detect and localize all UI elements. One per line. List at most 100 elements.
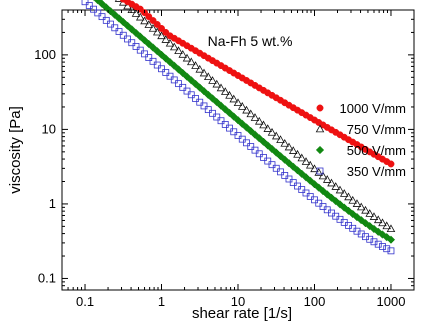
data-point (213, 113, 221, 121)
data-point (199, 87, 209, 96)
data-point (136, 46, 144, 54)
data-point (310, 164, 319, 173)
y-tick-label: 10 (42, 121, 56, 136)
data-point (230, 128, 238, 136)
data-point (272, 164, 280, 172)
data-point (158, 24, 165, 32)
data-point (127, 5, 137, 14)
data-point (242, 105, 251, 114)
data-point (187, 91, 195, 99)
data-point (153, 61, 161, 69)
data-point (161, 54, 170, 63)
data-point (344, 192, 353, 201)
data-point (246, 126, 255, 136)
data-point (158, 65, 165, 73)
data-point (365, 209, 375, 217)
data-point (131, 9, 141, 17)
data-point (387, 247, 395, 255)
tick-layer: 0.1 1 10 100 1000 0.1 1 10 100 (34, 10, 414, 309)
y-tick-label: 0.1 (38, 270, 56, 285)
data-point (149, 57, 157, 65)
data-point (212, 79, 222, 88)
data-point (209, 109, 216, 117)
data-point (226, 124, 233, 132)
data-point (221, 121, 229, 128)
data-point (225, 108, 234, 118)
data-point (301, 157, 311, 165)
data-point (179, 83, 187, 91)
data-point (335, 200, 345, 209)
data-point (297, 153, 307, 162)
data-point (366, 235, 374, 243)
y-tick-label: 1 (49, 196, 56, 211)
data-point (141, 50, 148, 58)
legend: 1000 V/mm 750 V/mm 500 V/mm 350 V/mm (315, 101, 406, 179)
data-point (208, 94, 217, 103)
legend-label: 500 V/mm (347, 143, 406, 158)
data-point (98, 13, 106, 21)
data-point (216, 83, 226, 92)
data-point (114, 0, 124, 2)
data-point (386, 224, 396, 233)
data-point (284, 159, 294, 168)
data-point (327, 193, 336, 202)
data-point (102, 16, 110, 24)
data-point (352, 212, 362, 222)
data-point (310, 180, 319, 189)
data-point (280, 138, 290, 147)
data-point (259, 137, 268, 146)
y-tick-label: 100 (34, 47, 56, 62)
data-point (144, 20, 154, 28)
data-point (267, 127, 277, 136)
data-point (250, 113, 260, 121)
data-point (233, 98, 243, 107)
data-point (144, 39, 153, 49)
data-point (234, 132, 242, 139)
data-point (225, 90, 234, 99)
y-axis-title: viscosity [Pa] (7, 106, 24, 194)
data-point (339, 189, 349, 197)
x-tick-label: 0.1 (76, 294, 94, 309)
data-point (293, 149, 302, 158)
data-point (140, 36, 149, 45)
data-point (199, 68, 209, 77)
data-point (298, 186, 306, 193)
data-point (379, 243, 386, 250)
data-point (263, 124, 273, 132)
data-point (191, 61, 200, 69)
data-point (387, 160, 395, 168)
data-point (119, 31, 127, 39)
data-point (276, 151, 285, 161)
data-point (132, 43, 140, 50)
data-point (378, 218, 387, 227)
data-point (327, 178, 336, 187)
data-point (152, 27, 162, 36)
data-point (255, 134, 264, 143)
data-point (123, 21, 132, 30)
data-point (196, 98, 204, 106)
data-point (157, 31, 166, 40)
data-point (124, 35, 131, 43)
data-point (246, 109, 256, 118)
data-point (127, 25, 136, 34)
data-point (149, 17, 157, 24)
data-point (204, 106, 212, 114)
data-point (182, 53, 192, 62)
data-point (238, 119, 247, 128)
data-point (148, 43, 158, 52)
data-point (238, 135, 246, 143)
data-point (288, 146, 298, 154)
data-point (374, 227, 383, 236)
data-point (280, 155, 289, 164)
data-point (186, 57, 196, 66)
data-point (200, 102, 208, 110)
data-point (272, 148, 281, 157)
data-point (357, 215, 366, 225)
data-point (128, 39, 136, 47)
data-point (169, 42, 179, 51)
data-point (369, 212, 379, 220)
data-point (378, 230, 387, 239)
data-point (285, 175, 293, 183)
data-point (153, 21, 161, 28)
data-point (250, 130, 260, 139)
